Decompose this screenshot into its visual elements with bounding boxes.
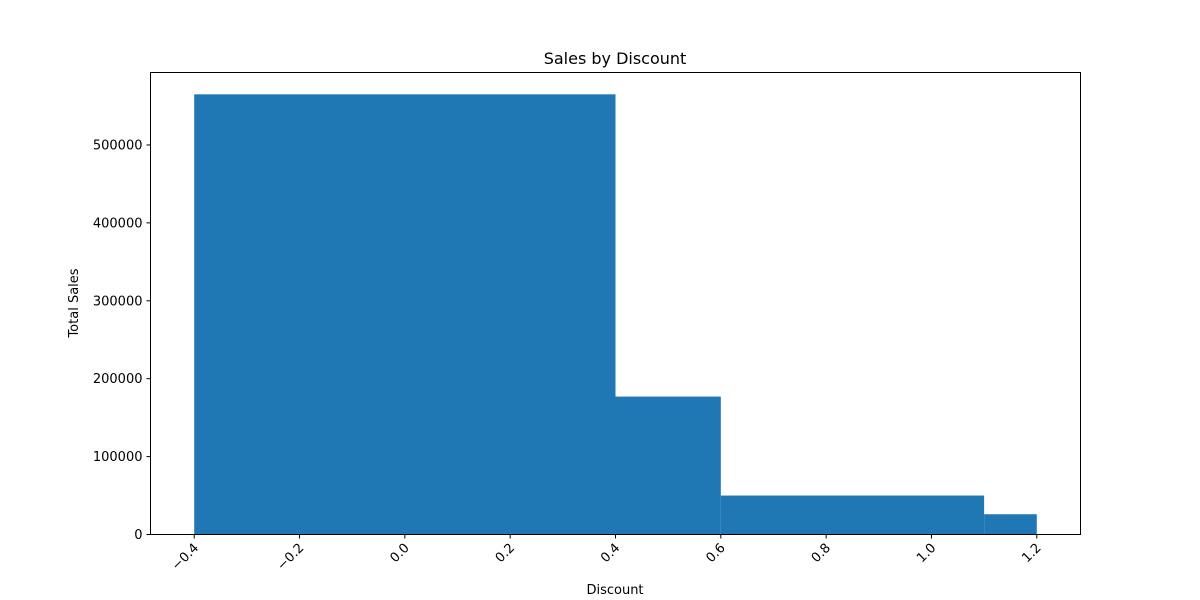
plot-frame: [150, 72, 1081, 535]
y-axis-label: Total Sales: [67, 268, 82, 338]
x-axis-label: Discount: [586, 583, 643, 598]
chart-title: Sales by Discount: [544, 49, 687, 68]
y-tick-label-3: 300000: [93, 294, 143, 309]
y-tick-label-2: 200000: [93, 372, 143, 387]
y-tick-label-0: 0: [134, 528, 142, 543]
bar-1: [615, 396, 721, 535]
bars-layer: [194, 94, 1037, 535]
bar-3: [984, 514, 1037, 535]
y-axis-ticks: 0 100000 200000 300000 400000 500000: [93, 138, 151, 543]
bar-2: [720, 495, 985, 535]
y-tick-label-4: 400000: [93, 216, 143, 231]
y-tick-label-5: 500000: [93, 138, 143, 153]
bar-0: [194, 94, 616, 535]
y-tick-label-1: 100000: [93, 450, 143, 465]
